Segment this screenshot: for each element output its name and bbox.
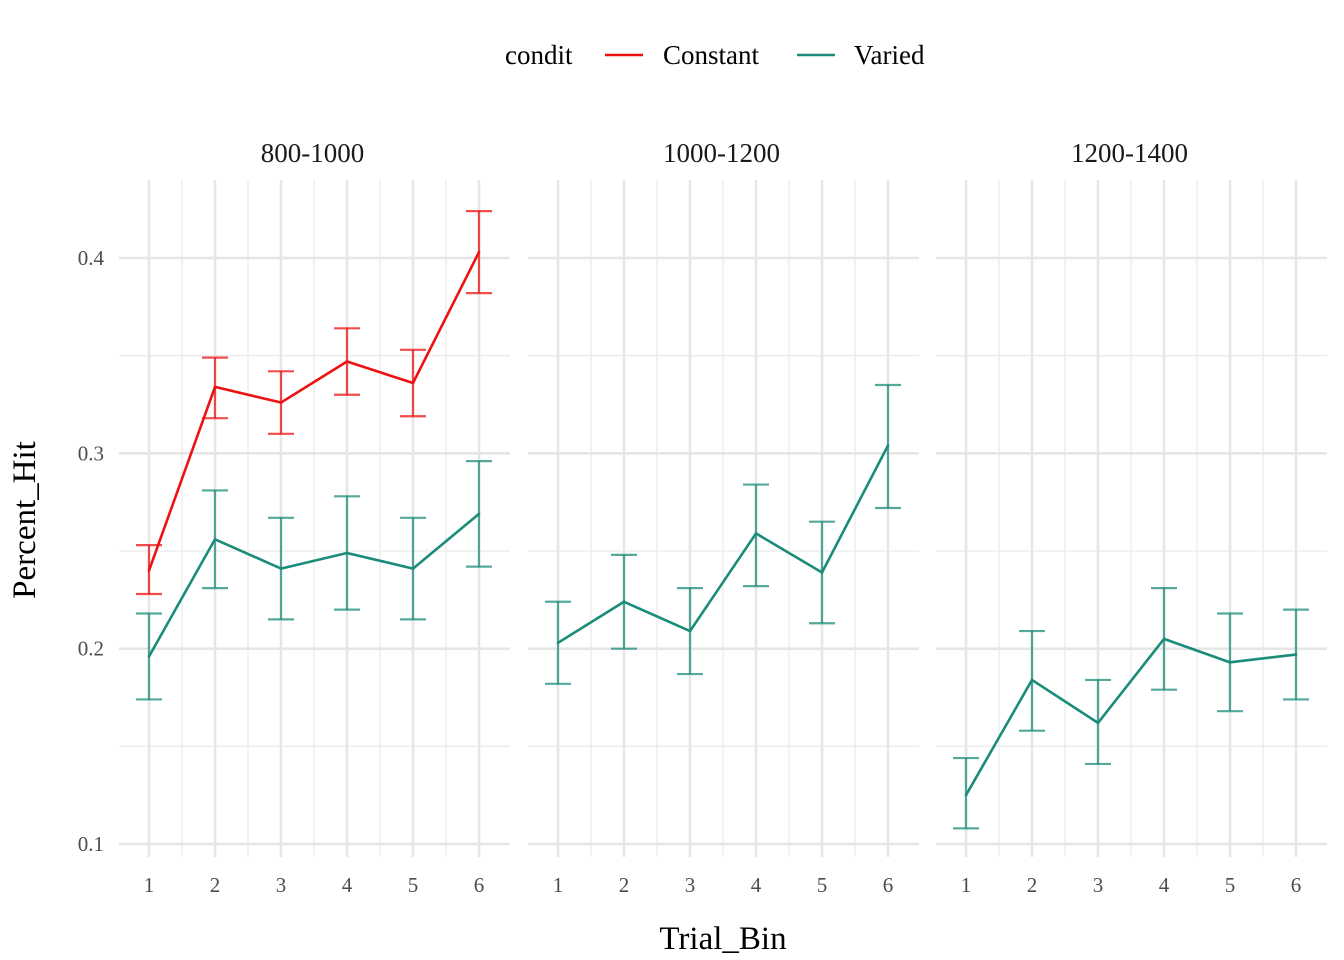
data-point xyxy=(1294,653,1298,656)
x-tick-label: 1 xyxy=(144,873,155,897)
facet-label: 1200-1400 xyxy=(1071,138,1188,168)
data-point xyxy=(477,250,481,254)
series-varied xyxy=(545,383,901,685)
x-tick-label: 3 xyxy=(276,873,287,897)
data-point xyxy=(213,537,217,541)
data-point xyxy=(1228,661,1232,664)
series-varied xyxy=(136,460,492,701)
x-axis-title: Trial_Bin xyxy=(659,921,786,957)
x-tick-label: 3 xyxy=(685,873,696,897)
data-point xyxy=(622,600,626,604)
data-point xyxy=(820,571,824,574)
series-line-varied xyxy=(964,637,1297,796)
data-point xyxy=(147,655,151,658)
y-tick-label: 0.3 xyxy=(78,441,104,465)
panel-800-1000: 800-1000 1 2 3 4 5 6 0.1 0.2 0.3 0.4 xyxy=(78,138,510,897)
x-tick-label: 6 xyxy=(1291,873,1302,897)
data-point xyxy=(279,567,283,570)
legend-title: condit xyxy=(505,40,573,70)
data-point xyxy=(411,381,415,385)
x-tick-label: 2 xyxy=(1027,873,1038,897)
facet-label: 1000-1200 xyxy=(663,138,780,168)
data-point xyxy=(964,793,968,797)
data-point xyxy=(477,512,481,516)
legend: condit Constant Varied xyxy=(505,40,925,70)
x-tick-label: 1 xyxy=(961,873,972,897)
data-point xyxy=(1162,637,1166,641)
x-tick-label: 4 xyxy=(1159,873,1170,897)
data-point xyxy=(688,629,692,633)
x-tick-label: 5 xyxy=(817,873,828,897)
x-tick-label: 5 xyxy=(1225,873,1236,897)
data-point xyxy=(345,551,349,555)
y-axis-title: Percent_Hit xyxy=(7,441,43,599)
plot-area: 800-1000 1 2 3 4 5 6 0.1 0.2 0.3 0.4 1000-1200 1 2 3 4 5… xyxy=(78,138,1327,897)
series-line-varied xyxy=(557,444,890,644)
x-tick-label: 6 xyxy=(474,873,485,897)
x-tick-label: 4 xyxy=(751,873,762,897)
data-point xyxy=(147,569,151,572)
panel-1000-1200: 1000-1200 1 2 3 4 5 6 xyxy=(528,138,919,897)
x-tick-label: 2 xyxy=(619,873,630,897)
data-point xyxy=(556,641,560,645)
series-constant xyxy=(136,210,492,596)
facet-label: 800-1000 xyxy=(261,138,365,168)
data-point xyxy=(1096,721,1100,725)
data-point xyxy=(411,567,415,570)
x-tick-label: 3 xyxy=(1093,873,1104,897)
data-point xyxy=(886,444,890,447)
data-point xyxy=(345,360,349,363)
x-tick-label: 5 xyxy=(408,873,419,897)
x-tick-label: 6 xyxy=(883,873,894,897)
y-tick-label: 0.4 xyxy=(78,246,105,270)
x-tick-label: 2 xyxy=(210,873,221,897)
series-line-constant xyxy=(147,251,481,571)
series-line-varied xyxy=(147,512,480,658)
legend-label-constant: Constant xyxy=(663,40,760,70)
legend-label-varied: Varied xyxy=(854,40,925,70)
panel-1200-1400: 1200-1400 1 2 3 4 5 6 xyxy=(936,138,1327,897)
data-point xyxy=(279,401,283,404)
x-tick-label: 4 xyxy=(342,873,353,897)
x-tick-label: 1 xyxy=(553,873,564,897)
y-tick-label: 0.1 xyxy=(78,832,104,856)
y-tick-label: 0.2 xyxy=(78,637,104,661)
series-varied xyxy=(953,587,1309,830)
data-point xyxy=(754,532,758,535)
data-point xyxy=(1030,678,1034,682)
data-point xyxy=(213,385,217,389)
